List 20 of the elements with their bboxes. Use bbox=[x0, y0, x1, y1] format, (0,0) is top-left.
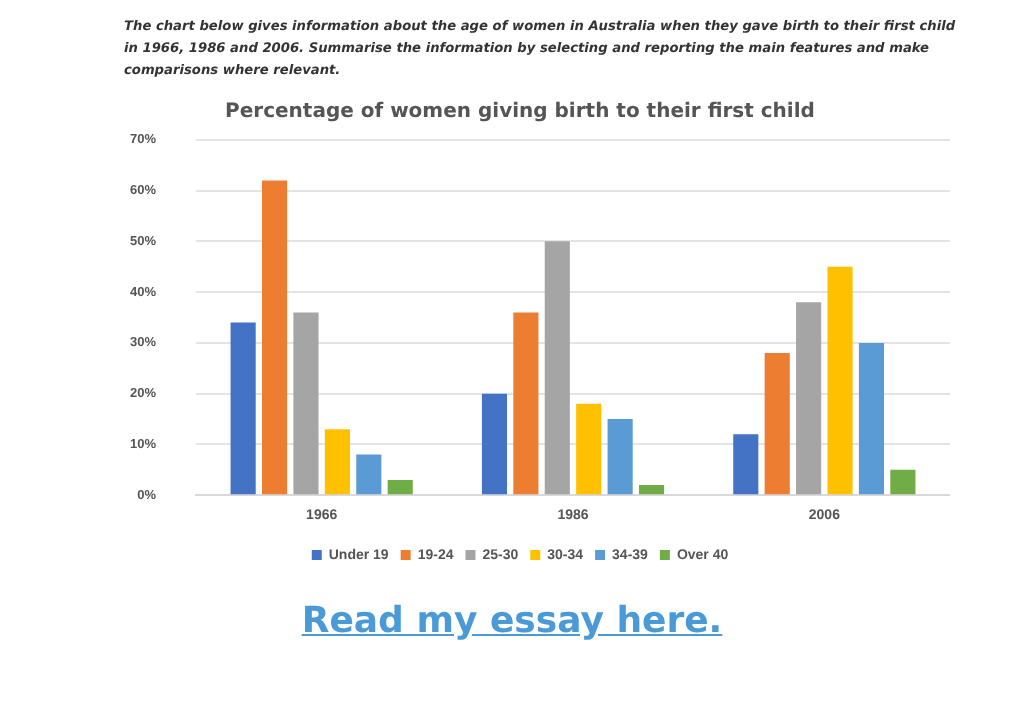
bar bbox=[261, 180, 288, 495]
bar bbox=[607, 419, 633, 495]
chart-title: Percentage of women giving birth to their first child bbox=[225, 100, 815, 123]
bar bbox=[890, 469, 916, 495]
bar bbox=[230, 322, 256, 495]
bar bbox=[356, 454, 382, 495]
bar bbox=[324, 429, 350, 495]
bar bbox=[827, 266, 853, 495]
bar bbox=[796, 302, 822, 495]
bar bbox=[387, 479, 413, 495]
bar bbox=[576, 403, 602, 495]
bar bbox=[764, 353, 790, 495]
bar bbox=[481, 393, 508, 495]
text: Read my essay here. bbox=[299, 600, 725, 642]
bar bbox=[733, 434, 759, 495]
bar bbox=[638, 485, 665, 495]
bar bbox=[858, 342, 885, 495]
bar bbox=[513, 312, 539, 495]
bar bbox=[293, 312, 319, 495]
bar bbox=[544, 241, 570, 495]
